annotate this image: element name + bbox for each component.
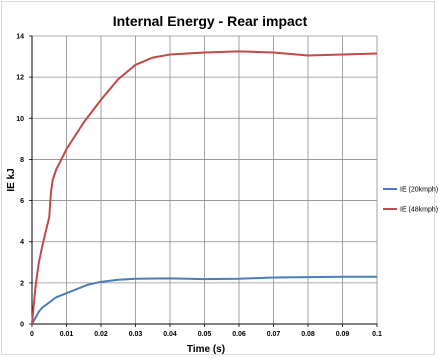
chart-axes: [29, 35, 378, 327]
y-tick-label: 12: [16, 75, 24, 82]
chart-series-group: [31, 50, 378, 325]
legend-label-2: IE (48kmph): [400, 207, 438, 214]
y-tick-label: 8: [20, 157, 24, 164]
x-tick-label: 0.03: [129, 331, 143, 338]
x-tick-label: 0.08: [301, 331, 315, 338]
x-axis-label: Time (s): [187, 344, 225, 355]
y-tick-label: 4: [20, 239, 24, 246]
x-tick-label: 0.06: [232, 331, 246, 338]
x-tick-label: 0: [30, 331, 34, 338]
x-tick-label: 0.02: [94, 331, 108, 338]
x-tick-label: 0.04: [163, 331, 177, 338]
x-tick-labels: 0 0.01 0.02 0.03 0.04 0.05 0.06 0.07 0.08 0.09 0.1: [30, 331, 382, 338]
series-line-2: [31, 50, 378, 325]
y-tick-label: 14: [16, 34, 24, 41]
y-tick-label: 0: [20, 322, 24, 329]
chart-title: Internal Energy - Rear impact: [113, 13, 308, 29]
x-tick-label: 0.1: [372, 331, 382, 338]
legend-label-1: IE (20kmph): [400, 187, 438, 194]
chart-grid: [32, 35, 378, 324]
chart-frame: [1, 1, 435, 355]
y-tick-label: 2: [20, 280, 24, 287]
x-tick-label: 0.09: [336, 331, 350, 338]
y-tick-labels: 0 2 4 6 8 10 12 14: [16, 34, 24, 329]
series-line-1: [31, 275, 377, 325]
chart-legend: IE (20kmph) IE (48kmph): [383, 187, 438, 214]
y-tick-label: 10: [16, 116, 24, 123]
x-tick-label: 0.01: [60, 331, 74, 338]
y-axis-label: IE kJ: [6, 168, 17, 191]
x-tick-label: 0.05: [198, 331, 212, 338]
x-tick-label: 0.07: [267, 331, 281, 338]
y-tick-label: 6: [20, 198, 24, 205]
